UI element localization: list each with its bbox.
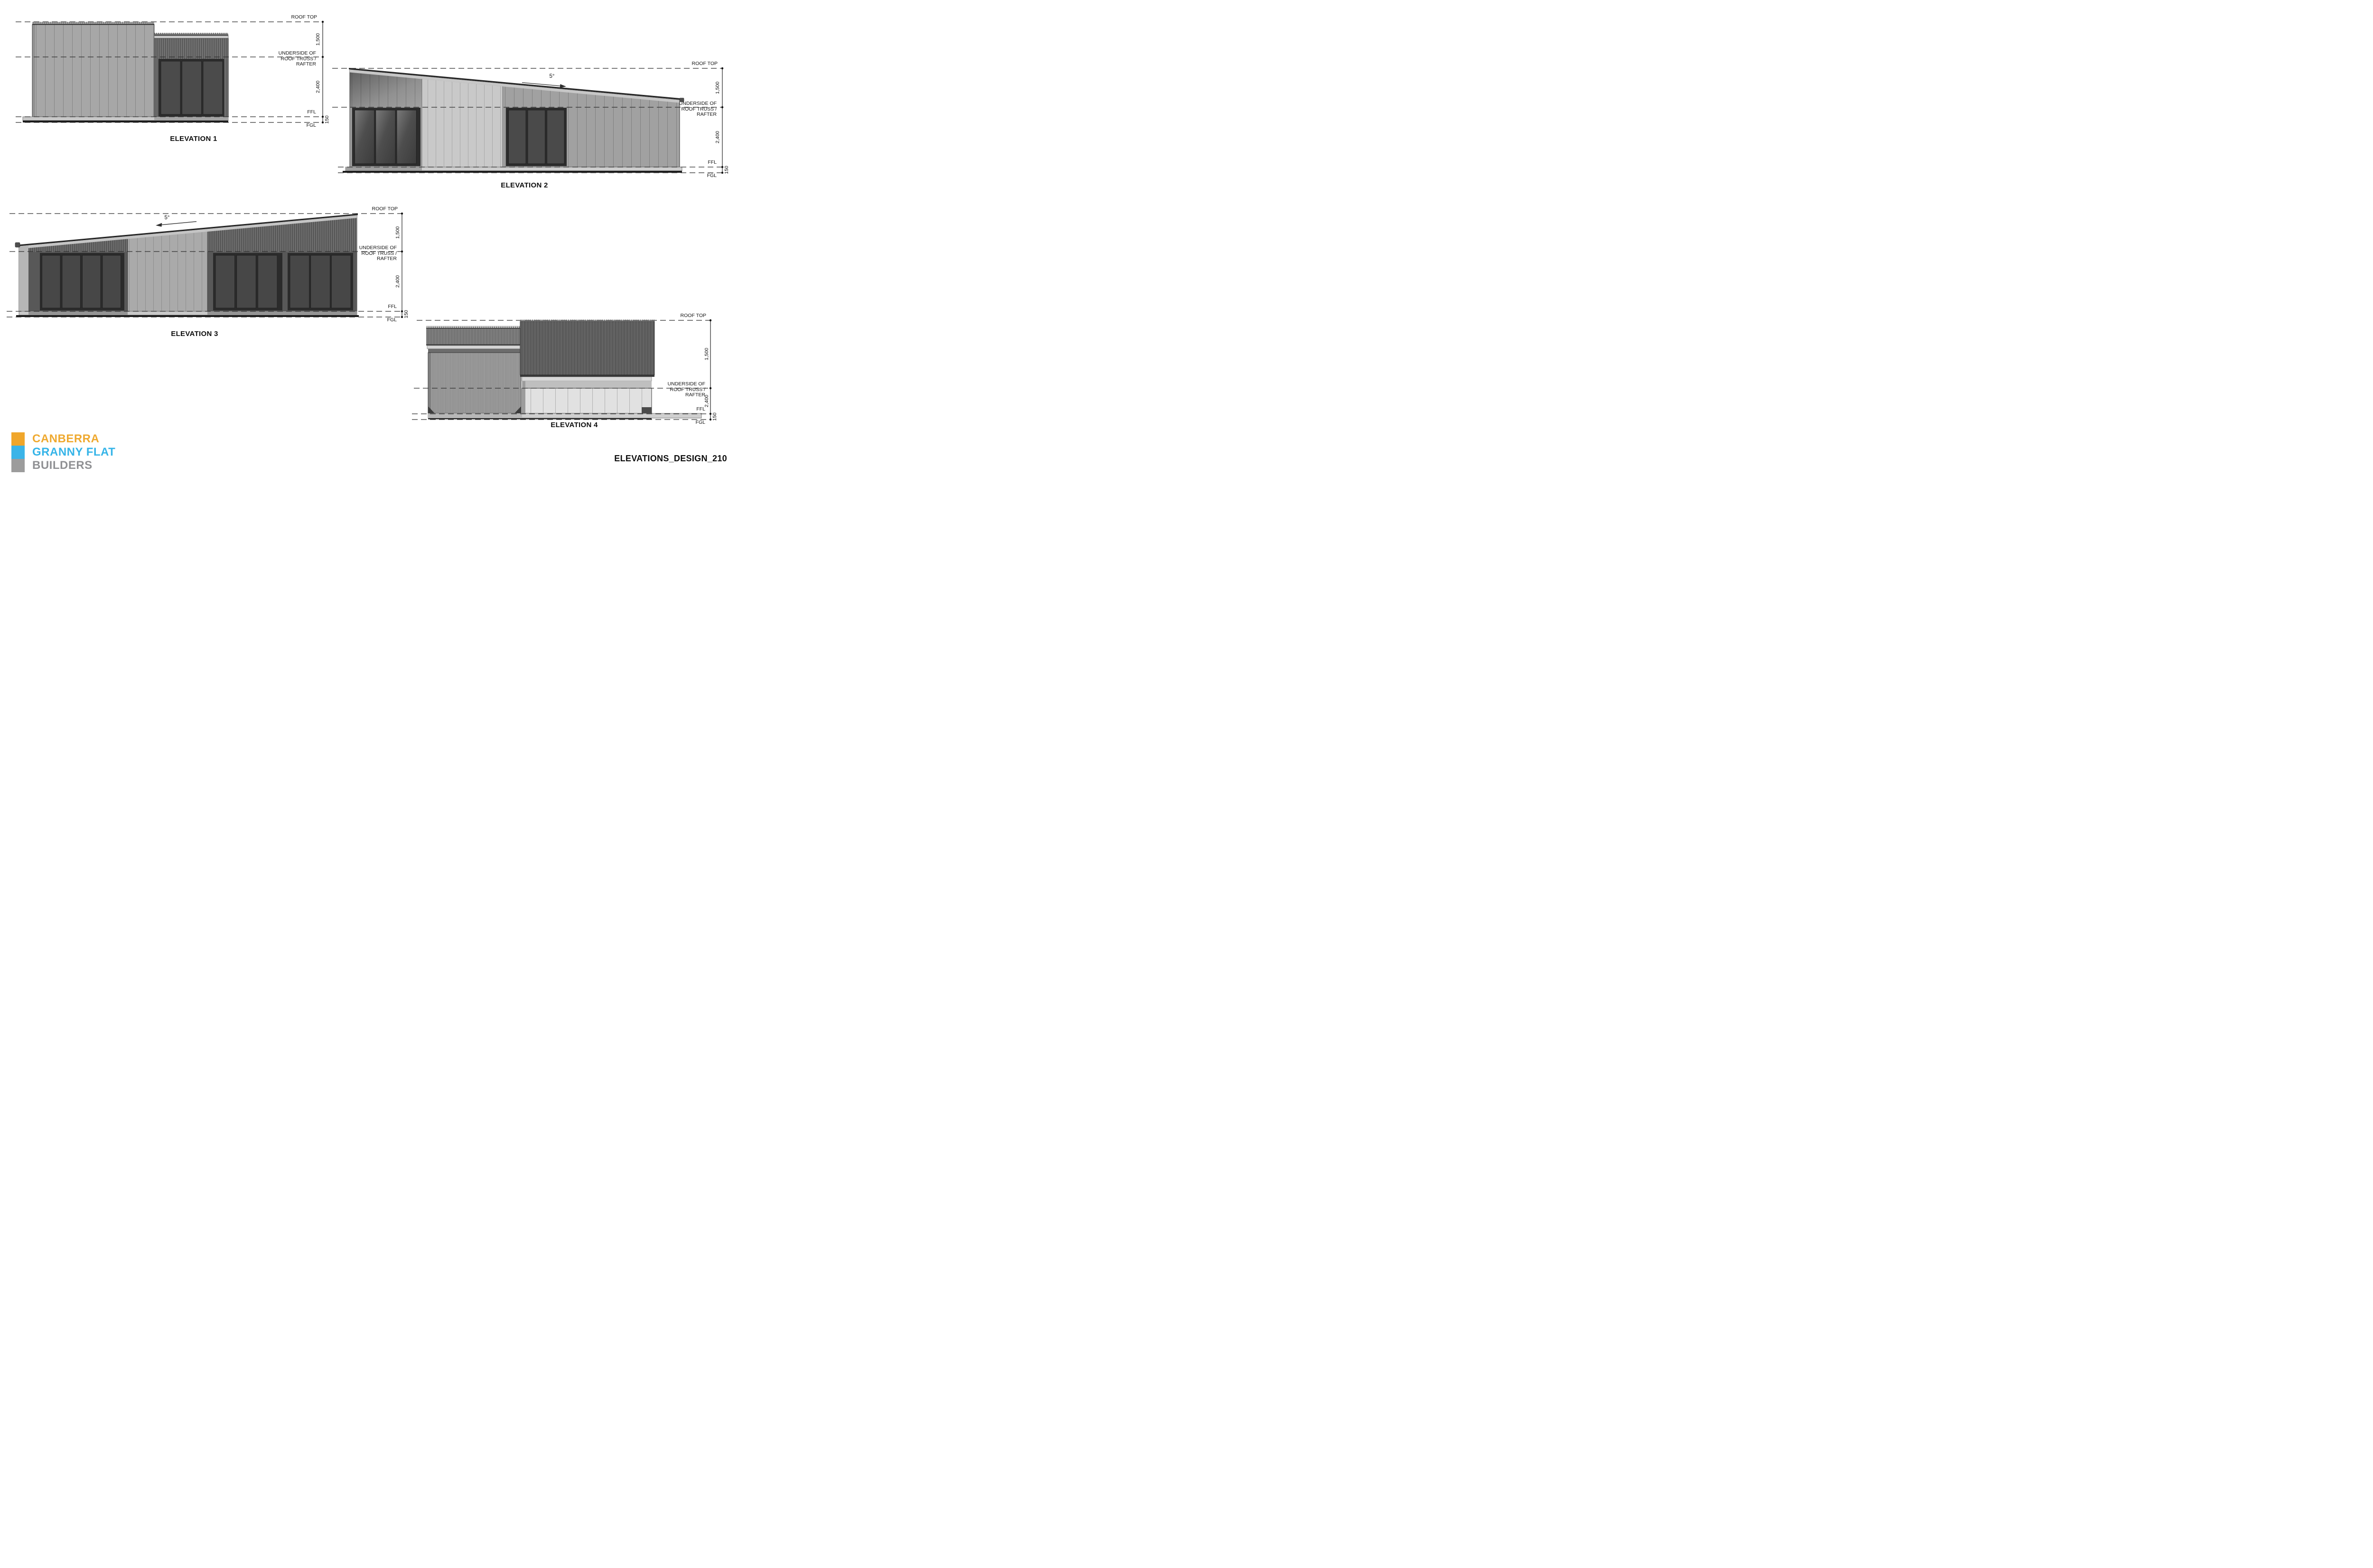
elev4-dim-2400: 2,400 — [704, 394, 710, 408]
elev1-fgl-label: FGL — [306, 122, 316, 128]
elevation-3-window-middle — [213, 253, 282, 310]
elev2-fgl-label: FGL — [707, 173, 717, 178]
elevation-2-window-right — [506, 108, 567, 166]
elevation-3-building — [15, 214, 359, 317]
elev3-underside-line1: UNDERSIDE OF — [359, 245, 397, 251]
elevation-2-window-left — [352, 108, 420, 166]
elevation-4-building — [426, 319, 702, 420]
elev1-dim-2400: 2,400 — [315, 80, 321, 93]
elevations-drawing-canvas — [7, 20, 724, 421]
pitch-arrow-right-icon — [522, 82, 566, 88]
elev4-dim-150: 150 — [712, 412, 718, 421]
elev3-dim-150: 150 — [403, 310, 409, 318]
elev4-ffl-label: FFL — [696, 406, 705, 412]
elev2-underside-label: UNDERSIDE OF ROOF TRUSS / RAFTER — [645, 101, 717, 118]
elev3-pitch-label: 5° — [164, 215, 170, 221]
logo-line-granny-flat: GRANNY FLAT — [32, 446, 116, 458]
elev1-ffl-label: FFL — [307, 109, 316, 115]
logo-square-gray-icon — [11, 459, 25, 472]
elevation-3-window-right — [288, 253, 353, 310]
elev4-underside-line1: UNDERSIDE OF — [667, 381, 705, 387]
elev1-dim-1500: 1,500 — [315, 33, 321, 46]
elev2-underside-line2: ROOF TRUSS / — [681, 106, 717, 112]
elev3-underside-line2: ROOF TRUSS / — [361, 250, 397, 256]
elev1-underside-line1: UNDERSIDE OF — [278, 50, 316, 56]
elev2-ffl-label: FFL — [708, 159, 717, 165]
elev4-underside-line2: ROOF TRUSS / — [670, 386, 705, 392]
elev1-underside-line3: RAFTER — [296, 61, 316, 67]
elev1-underside-line2: ROOF TRUSS / — [280, 56, 316, 62]
elevation-1-window — [159, 59, 224, 117]
elevation-3-caption: ELEVATION 3 — [171, 330, 218, 338]
elev4-dim-1500: 1,500 — [704, 347, 710, 361]
elevation-3-window-left — [40, 253, 124, 310]
elevation-4-caption: ELEVATION 4 — [551, 421, 598, 429]
elev3-fgl-label: FGL — [387, 317, 397, 323]
dimension-ticks — [321, 20, 724, 421]
elev3-roof-top-label: ROOF TOP — [372, 206, 398, 212]
elev3-underside-line3: RAFTER — [377, 256, 397, 261]
drawing-title: ELEVATIONS_DESIGN_210 — [614, 454, 727, 463]
elevation-2-building — [343, 68, 684, 173]
elev4-roof-top-label: ROOF TOP — [680, 313, 706, 318]
gutter-icon — [679, 98, 684, 102]
pitch-arrow-left-icon — [156, 221, 197, 227]
elev3-underside-label: UNDERSIDE OF ROOF TRUSS / RAFTER — [326, 245, 397, 262]
gutter-icon — [15, 242, 20, 248]
elev1-underside-label: UNDERSIDE OF ROOF TRUSS / RAFTER — [245, 50, 316, 67]
elevation-2-caption: ELEVATION 2 — [501, 181, 548, 189]
elev1-dim-150: 150 — [324, 115, 330, 124]
company-logo: CANBERRA GRANNY FLAT BUILDERS — [11, 432, 115, 472]
elev4-fgl-label: FGL — [695, 420, 705, 425]
datum-lines-over — [7, 56, 722, 420]
elev3-dim-2400: 2,400 — [395, 275, 401, 288]
elev2-dim-150: 150 — [724, 166, 729, 174]
logo-square-blue-icon — [11, 446, 25, 459]
drawing-sheet: ROOF TOP UNDERSIDE OF ROOF TRUSS / RAFTE… — [0, 0, 744, 479]
dimension-lines — [322, 22, 723, 420]
elev2-underside-line3: RAFTER — [697, 112, 717, 117]
logo-square-orange-icon — [11, 432, 25, 446]
elev2-pitch-label: 5° — [549, 74, 555, 79]
logo-squares-icon — [11, 432, 25, 472]
elev3-ffl-label: FFL — [388, 304, 397, 309]
elev2-dim-1500: 1,500 — [715, 81, 720, 94]
elev2-roof-top-label: ROOF TOP — [691, 61, 718, 66]
elev3-dim-1500: 1,500 — [395, 226, 401, 239]
elev1-roof-top-label: ROOF TOP — [291, 14, 317, 20]
elev4-underside-line3: RAFTER — [685, 392, 705, 398]
elev2-underside-line1: UNDERSIDE OF — [679, 101, 717, 106]
elevation-1-caption: ELEVATION 1 — [170, 135, 217, 143]
elev2-dim-2400: 2,400 — [715, 131, 720, 144]
elevation-1-building — [22, 22, 229, 122]
elev4-underside-label: UNDERSIDE OF ROOF TRUSS / RAFTER — [634, 381, 705, 398]
logo-line-canberra: CANBERRA — [32, 432, 100, 445]
logo-line-builders: BUILDERS — [32, 459, 93, 472]
roof-top-datum-lines — [9, 21, 722, 321]
